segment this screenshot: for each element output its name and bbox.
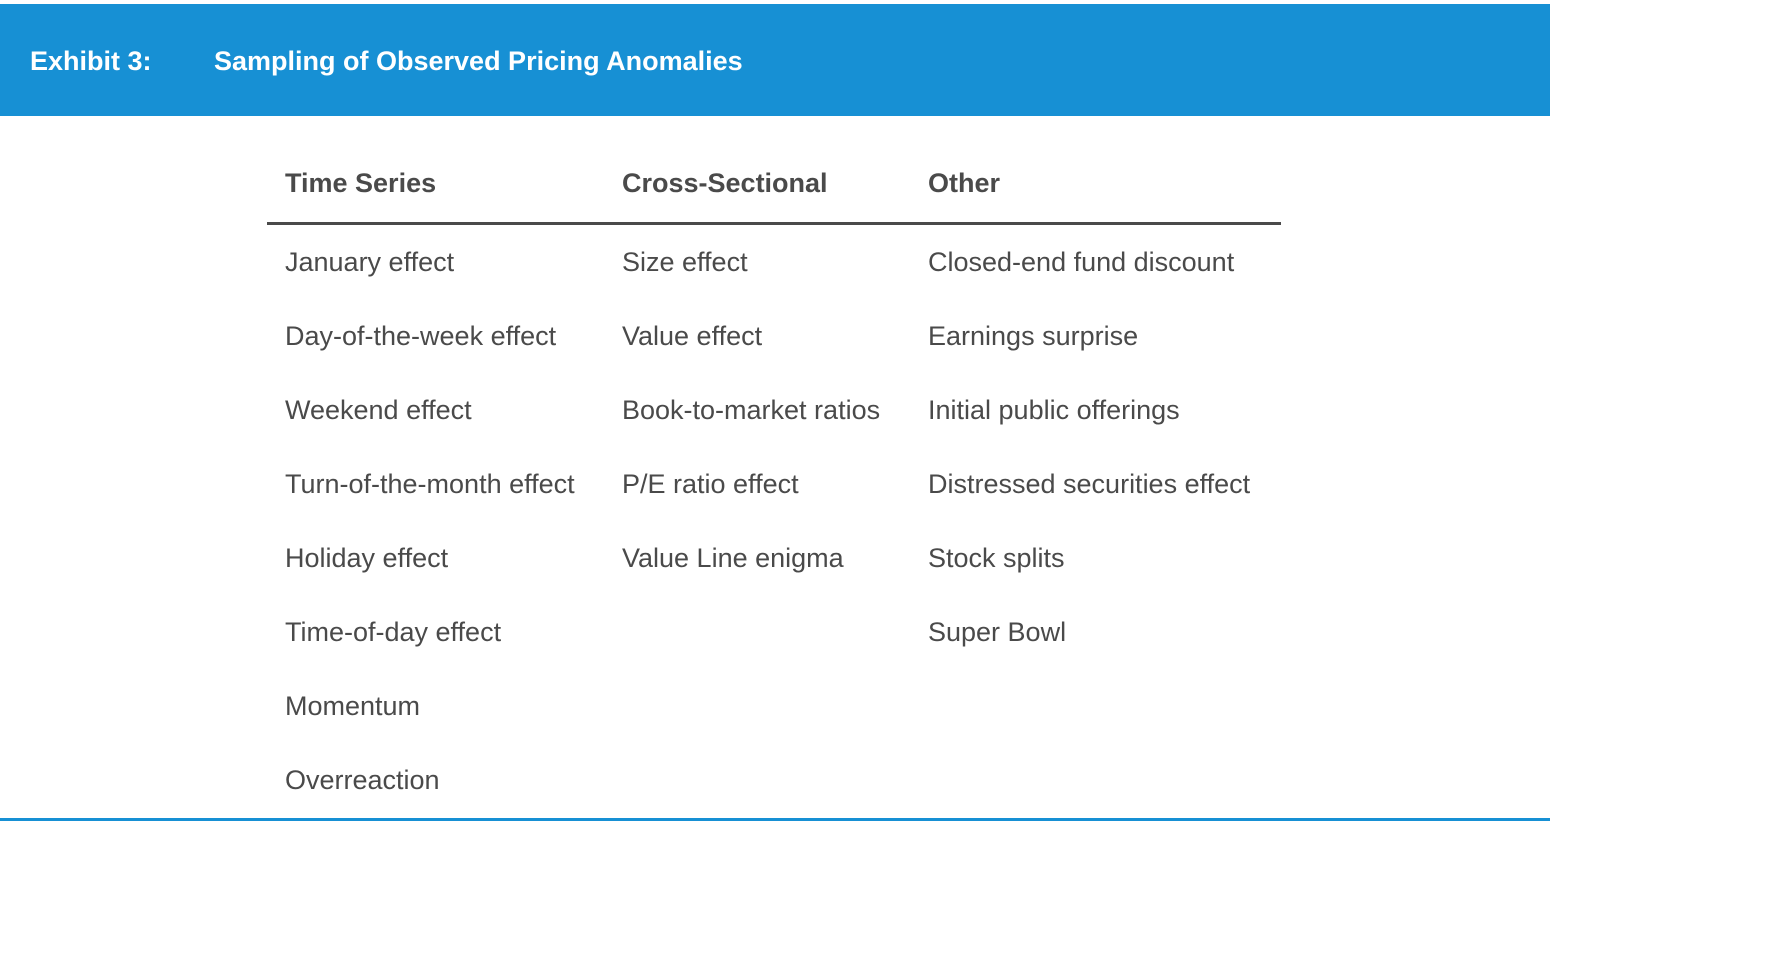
exhibit-header-band: Exhibit 3: Sampling of Observed Pricing …	[0, 4, 1550, 116]
table-cell: Value effect	[622, 321, 763, 351]
table-cell: Turn-of-the-month effect	[285, 469, 575, 499]
table-cell: Time-of-day effect	[285, 617, 502, 647]
table-cell: Size effect	[622, 247, 748, 277]
table-cell: January effect	[285, 247, 455, 277]
table-cell: Overreaction	[285, 765, 440, 795]
column-header-time-series: Time Series	[285, 168, 437, 198]
exhibit-label: Exhibit 3:	[30, 46, 152, 76]
table-cell: Stock splits	[928, 543, 1065, 573]
table-cell: Closed-end fund discount	[928, 247, 1235, 277]
table-cell: Initial public offerings	[928, 395, 1180, 425]
table-cell: Holiday effect	[285, 543, 449, 573]
table-cell: Super Bowl	[928, 617, 1067, 647]
column-header-other: Other	[928, 168, 1001, 198]
exhibit-title: Sampling of Observed Pricing Anomalies	[214, 46, 743, 76]
column-time-series: January effect Day-of-the-week effect We…	[285, 246, 575, 838]
table-cell: Momentum	[285, 691, 421, 721]
header-divider	[267, 222, 1281, 225]
column-header-cross-sectional: Cross-Sectional	[622, 168, 828, 198]
table-cell: P/E ratio effect	[622, 469, 799, 499]
table-cell: Weekend effect	[285, 395, 472, 425]
table-cell: Day-of-the-week effect	[285, 321, 557, 351]
table-cell: Earnings surprise	[928, 321, 1139, 351]
column-cross-sectional: Size effect Value effect Book-to-market …	[622, 246, 880, 616]
table-cell: Distressed securities effect	[928, 469, 1251, 499]
bottom-divider	[0, 818, 1550, 821]
table-cell: Book-to-market ratios	[622, 395, 881, 425]
table-cell: Value Line enigma	[622, 543, 844, 573]
column-other: Closed-end fund discount Earnings surpri…	[928, 246, 1250, 690]
